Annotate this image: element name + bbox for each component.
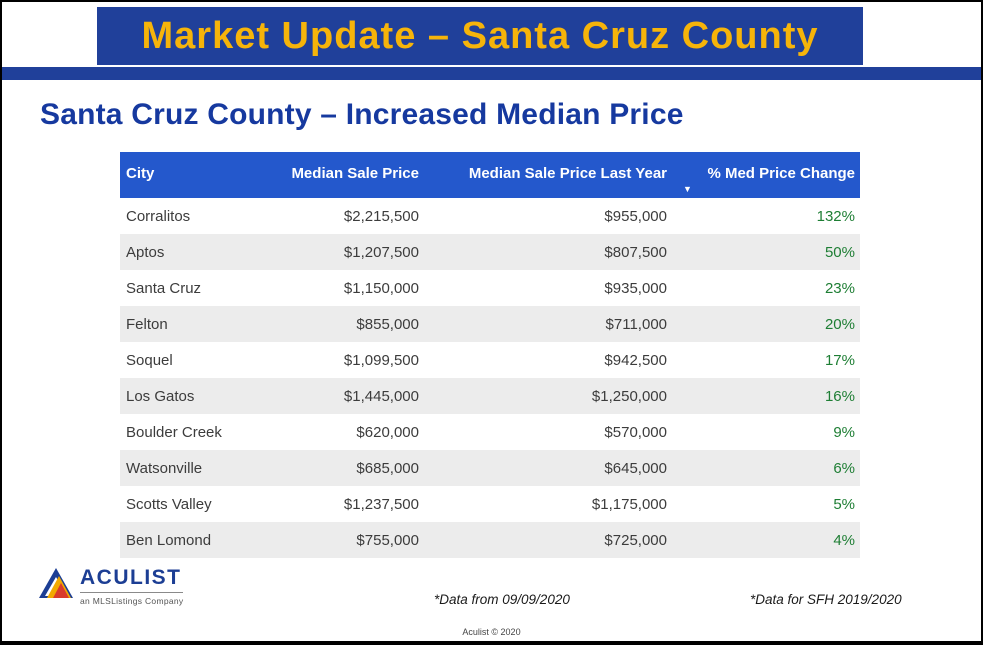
table-row: Santa Cruz $1,150,000 $935,000 23% <box>120 270 860 306</box>
copyright: Aculist © 2020 <box>462 627 521 637</box>
cell-median-sale-price: $2,215,500 <box>343 207 419 225</box>
cell-median-sale-price: $1,207,500 <box>343 243 419 261</box>
cell-city: Watsonville <box>126 459 203 477</box>
table-row: Soquel $1,099,500 $942,500 17% <box>120 342 860 378</box>
banner: Market Update – Santa Cruz County <box>97 7 863 65</box>
table-body: Corralitos $2,215,500 $955,000 132% Aptos $1,… <box>120 198 860 558</box>
table-row: Aptos $1,207,500 $807,500 50% <box>120 234 860 270</box>
logo-wordmark: ACULIST <box>80 567 184 593</box>
table-row: Los Gatos $1,445,000 $1,250,000 16% <box>120 378 860 414</box>
cell-pct-med-price-change: 23% <box>824 279 855 297</box>
cell-city: Ben Lomond <box>126 531 212 549</box>
cell-city: Corralitos <box>126 207 191 225</box>
column-header-median-sale-price-last-year[interactable]: Median Sale Price Last Year <box>433 152 675 198</box>
cell-median-sale-price: $1,237,500 <box>343 495 419 513</box>
cell-pct-med-price-change: 9% <box>833 423 855 441</box>
cell-pct-med-price-change: 132% <box>816 207 855 225</box>
banner-title: Market Update – Santa Cruz County <box>141 14 819 57</box>
column-header-pct-med-price-change[interactable]: % Med Price Change ▼ <box>675 152 860 198</box>
cell-median-sale-price-last-year: $645,000 <box>604 459 667 477</box>
column-header-label: City <box>126 165 155 182</box>
cell-median-sale-price-last-year: $935,000 <box>604 279 667 297</box>
cell-city: Los Gatos <box>126 387 195 405</box>
column-header-city[interactable]: City <box>120 152 253 198</box>
cell-city: Felton <box>126 315 168 333</box>
cell-median-sale-price-last-year: $1,250,000 <box>591 387 667 405</box>
cell-median-sale-price: $685,000 <box>356 459 419 477</box>
footnote-data-from: *Data from 09/09/2020 <box>434 592 570 607</box>
cell-city: Santa Cruz <box>126 279 202 297</box>
footnote-data-for: *Data for SFH 2019/2020 <box>750 592 902 607</box>
cell-median-sale-price-last-year: $725,000 <box>604 531 667 549</box>
column-header-label: Median Sale Price Last Year <box>468 165 667 182</box>
cell-median-sale-price-last-year: $711,000 <box>605 315 667 333</box>
table-row: Corralitos $2,215,500 $955,000 132% <box>120 198 860 234</box>
cell-median-sale-price: $755,000 <box>356 531 419 549</box>
cell-city: Boulder Creek <box>126 423 222 441</box>
cell-median-sale-price: $1,445,000 <box>343 387 419 405</box>
table-row: Ben Lomond $755,000 $725,000 4% <box>120 522 860 558</box>
cell-city: Scotts Valley <box>126 495 212 513</box>
column-header-label: Median Sale Price <box>291 165 419 182</box>
column-header-label: % Med Price Change <box>707 165 855 182</box>
banner-stripe <box>2 67 981 80</box>
column-header-median-sale-price[interactable]: Median Sale Price <box>253 152 433 198</box>
cell-median-sale-price: $855,000 <box>356 315 419 333</box>
page-title: Santa Cruz County – Increased Median Pri… <box>40 98 684 131</box>
aculist-logo: ACULIST an MLSListings Company <box>38 567 184 606</box>
cell-pct-med-price-change: 20% <box>824 315 855 333</box>
cell-pct-med-price-change: 17% <box>824 351 855 369</box>
cell-median-sale-price: $620,000 <box>356 423 419 441</box>
table-row: Watsonville $685,000 $645,000 6% <box>120 450 860 486</box>
data-table: City Median Sale Price Median Sale Price L… <box>120 152 860 558</box>
median-price-table: City Median Sale Price Median Sale Price L… <box>120 152 860 558</box>
logo-tagline: an MLSListings Company <box>80 596 184 606</box>
cell-pct-med-price-change: 50% <box>824 243 855 261</box>
cell-pct-med-price-change: 5% <box>833 495 855 513</box>
sort-descending-icon[interactable]: ▼ <box>683 184 692 194</box>
cell-pct-med-price-change: 6% <box>833 459 855 477</box>
cell-median-sale-price-last-year: $942,500 <box>604 351 667 369</box>
table-row: Boulder Creek $620,000 $570,000 9% <box>120 414 860 450</box>
cell-pct-med-price-change: 4% <box>833 531 855 549</box>
table-header-row: City Median Sale Price Median Sale Price L… <box>120 152 860 198</box>
cell-median-sale-price: $1,099,500 <box>343 351 419 369</box>
cell-median-sale-price-last-year: $570,000 <box>604 423 667 441</box>
cell-median-sale-price-last-year: $955,000 <box>604 207 667 225</box>
cell-pct-med-price-change: 16% <box>824 387 855 405</box>
cell-median-sale-price-last-year: $807,500 <box>604 243 667 261</box>
cell-median-sale-price: $1,150,000 <box>343 279 419 297</box>
cell-city: Aptos <box>126 243 165 261</box>
table-row: Felton $855,000 $711,000 20% <box>120 306 860 342</box>
aculist-logo-icon <box>38 567 74 604</box>
cell-median-sale-price-last-year: $1,175,000 <box>591 495 667 513</box>
cell-city: Soquel <box>126 351 173 369</box>
table-row: Scotts Valley $1,237,500 $1,175,000 5% <box>120 486 860 522</box>
